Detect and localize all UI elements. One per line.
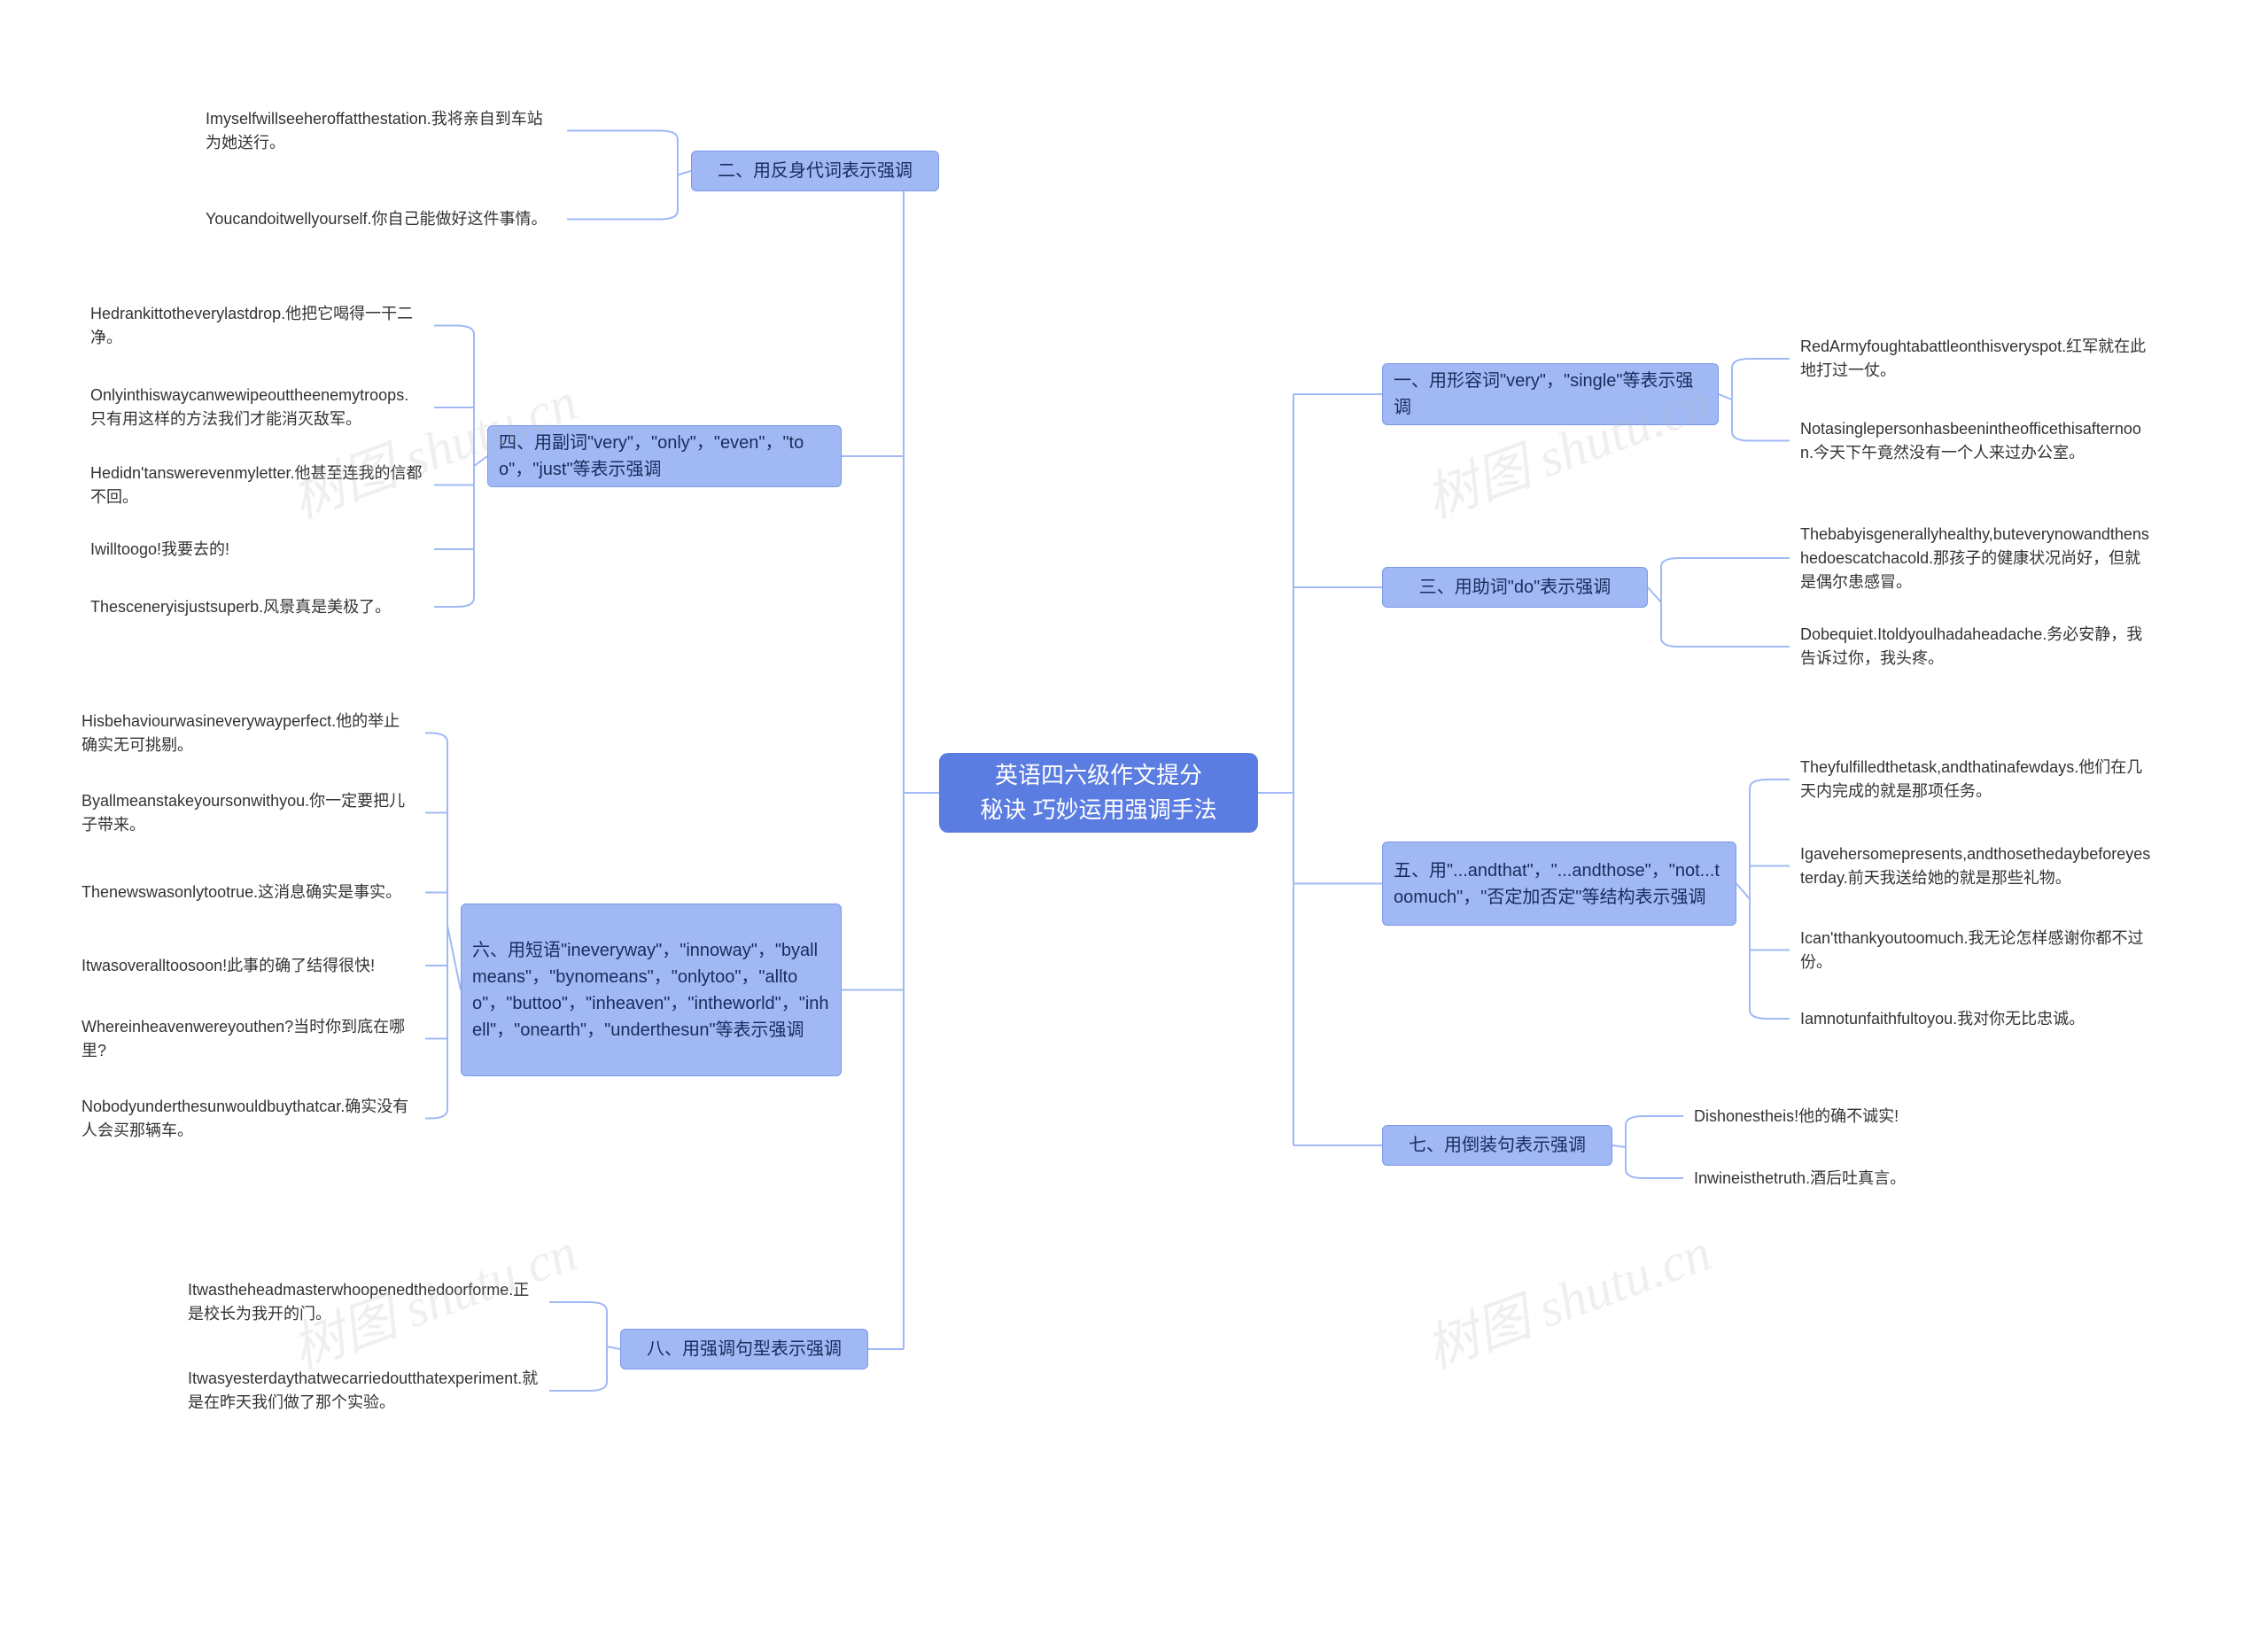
leaf-node: Onlyinthiswaycanwewipeouttheenemytroops.… [80, 381, 434, 434]
branch-node-8: 八、用强调句型表示强调 [620, 1329, 868, 1369]
branch-node-4: 四、用副词"very"，"only"，"even"，"too"，"just"等表… [487, 425, 842, 487]
leaf-node: Hedidn'tanswerevenmyletter.他甚至连我的信都不回。 [80, 461, 434, 509]
leaf-node: Thebabyisgenerallyhealthy,buteverynowand… [1790, 523, 2162, 594]
leaf-node: Nobodyunderthesunwouldbuythatcar.确实没有人会买… [71, 1094, 425, 1143]
leaf-node: Ican'tthankyoutoomuch.我无论怎样感谢你都不过份。 [1790, 926, 2162, 974]
branch-node-1: 一、用形容词"very"，"single"等表示强调 [1382, 363, 1719, 425]
branch-node-7: 七、用倒装句表示强调 [1382, 1125, 1612, 1166]
leaf-node: Imyselfwillseeheroffatthestation.我将亲自到车站… [195, 106, 567, 155]
leaf-node: Dobequiet.Itoldyoulhadaheadache.务必安静，我告诉… [1790, 620, 2162, 673]
branch-node-5: 五、用"...andthat"，"...andthose"，"not...too… [1382, 842, 1736, 926]
leaf-node: Itwasoveralltoosoon!此事的确了结得很快! [71, 948, 425, 983]
leaf-node: RedArmyfoughtabattleonthisveryspot.红军就在此… [1790, 337, 2162, 381]
leaf-node: Whereinheavenwereyouthen?当时你到底在哪里? [71, 1014, 425, 1063]
leaf-node: Inwineisthetruth.酒后吐真言。 [1683, 1160, 2002, 1196]
leaf-node: Iwilltoogo!我要去的! [80, 531, 434, 567]
leaf-node: Byallmeanstakeyoursonwithyou.你一定要把儿子带来。 [71, 788, 425, 837]
branch-node-2: 二、用反身代词表示强调 [691, 151, 939, 191]
leaf-node: Igavehersomepresents,andthosethedaybefor… [1790, 833, 2162, 899]
leaf-node: Iamnotunfaithfultoyou.我对你无比忠诚。 [1790, 1001, 2162, 1036]
leaf-node: Itwasyesterdaythatwecarriedoutthatexperi… [177, 1364, 549, 1417]
leaf-node: Hisbehaviourwasineverywayperfect.他的举止确实无… [71, 709, 425, 757]
watermark: 树图 shutu.cn [1413, 1209, 1720, 1384]
leaf-node: Dishonestheis!他的确不诚实! [1683, 1098, 2002, 1134]
leaf-node: Theyfulfilledthetask,andthatinafewdays.他… [1790, 753, 2162, 806]
leaf-node: Hedrankittotheverylastdrop.他把它喝得一干二净。 [80, 301, 434, 350]
root-node: 英语四六级作文提分秘诀 巧妙运用强调手法 [939, 753, 1258, 833]
branch-node-6: 六、用短语"ineveryway"，"innoway"，"byallmeans"… [461, 904, 842, 1076]
leaf-node: Itwastheheadmasterwhoopenedthedoorforme.… [177, 1276, 549, 1329]
leaf-node: Notasinglepersonhasbeenintheofficethisaf… [1790, 407, 2162, 474]
leaf-node: Youcandoitwellyourself.你自己能做好这件事情。 [195, 195, 567, 244]
branch-node-3: 三、用助词"do"表示强调 [1382, 567, 1648, 608]
leaf-node: Thenewswasonlytootrue.这消息确实是事实。 [71, 868, 425, 917]
leaf-node: Thesceneryisjustsuperb.风景真是美极了。 [80, 589, 434, 625]
